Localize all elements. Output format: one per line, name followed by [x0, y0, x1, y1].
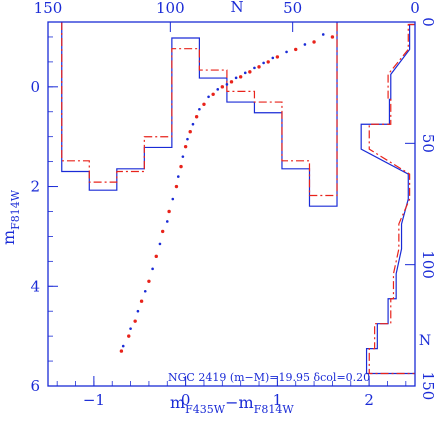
- blue-point: [262, 61, 265, 65]
- x-title-m1: m: [170, 393, 185, 412]
- data-points: [119, 33, 335, 353]
- annotation: NGC 2419 (m−M)=19.95 δcol=0.20: [168, 371, 370, 384]
- blue-point: [181, 155, 185, 158]
- red-point: [294, 47, 298, 52]
- blue-point: [303, 43, 307, 46]
- top-tick-label: 150: [34, 0, 63, 17]
- red-point: [220, 85, 225, 89]
- y-title-sub: F814W: [9, 189, 22, 230]
- blue-point: [158, 242, 162, 246]
- red-point: [248, 70, 252, 74]
- x-tick-label: 0: [181, 391, 191, 409]
- blue-point: [216, 88, 220, 91]
- histograms: [61, 22, 415, 375]
- right-tick-label: 50: [419, 134, 436, 153]
- blue-point: [253, 66, 256, 70]
- red-point: [188, 129, 192, 134]
- top-tick-label: 100: [156, 0, 185, 17]
- blue-point: [171, 197, 175, 201]
- top-tick-label: 0: [410, 0, 420, 17]
- red-point: [127, 334, 131, 338]
- blue-point: [207, 95, 210, 99]
- red-point: [167, 209, 171, 214]
- x-tick-label: 2: [364, 391, 374, 409]
- color-histogram: [61, 22, 338, 207]
- blue-point: [121, 344, 125, 348]
- right-axis-label: N: [419, 333, 431, 349]
- red-point: [275, 55, 280, 59]
- svg-text:mF435W−mF814W: mF435W−mF814W: [170, 393, 294, 416]
- right-tick-label: 100: [419, 250, 436, 279]
- red-point: [160, 229, 165, 234]
- red-point: [179, 164, 183, 169]
- red-point: [194, 115, 199, 119]
- red-point: [211, 92, 215, 97]
- x-tick-label: 1: [273, 391, 283, 409]
- plot-frame: [47, 21, 416, 387]
- red-point: [154, 254, 158, 259]
- blue-point: [234, 76, 238, 80]
- blue-point: [198, 107, 201, 111]
- magnitude-histogram: [368, 23, 415, 375]
- red-point: [238, 75, 243, 79]
- blue-point: [271, 56, 275, 60]
- right-tick-label: 0: [419, 17, 436, 27]
- red-point: [257, 65, 261, 69]
- y-title-m: m: [0, 230, 18, 245]
- blue-point: [321, 33, 325, 36]
- red-point: [174, 184, 179, 189]
- svg-text:mF814W: mF814W: [0, 189, 22, 245]
- blue-point: [176, 175, 180, 178]
- y-axis-title: mF814W: [0, 189, 22, 245]
- blue-point: [243, 71, 247, 75]
- blue-point: [225, 83, 229, 86]
- x-title-m2: m: [239, 393, 254, 412]
- blue-point: [285, 50, 288, 54]
- top-axis-label: N: [230, 0, 243, 16]
- x-title-sub1: F435W: [185, 403, 226, 416]
- x-title-sub2: F814W: [254, 403, 295, 416]
- blue-point: [129, 327, 132, 330]
- blue-point: [151, 267, 154, 271]
- axes: [47, 21, 416, 387]
- red-point: [312, 40, 316, 44]
- top-tick-label: 50: [283, 0, 302, 17]
- right-tick-label: 150: [419, 372, 436, 401]
- blue-point: [186, 137, 189, 141]
- red-point: [229, 80, 234, 84]
- magnitude-histogram: [360, 23, 415, 375]
- red-point: [330, 35, 335, 39]
- red-point: [119, 349, 124, 353]
- red-point: [139, 299, 144, 303]
- y-tick-label: 2: [30, 178, 40, 196]
- blue-point: [143, 289, 147, 293]
- blue-point: [165, 220, 169, 223]
- red-point: [202, 102, 206, 106]
- red-point: [266, 60, 270, 64]
- blue-point: [136, 309, 140, 313]
- x-title-dash: −: [225, 393, 238, 412]
- x-axis-title: mF435W−mF814W: [170, 393, 294, 416]
- red-point: [133, 319, 137, 323]
- y-tick-label: 0: [30, 78, 40, 96]
- y-tick-label: 4: [30, 277, 40, 295]
- blue-point: [191, 122, 195, 126]
- red-point: [183, 144, 188, 149]
- x-tick-label: −1: [83, 391, 105, 409]
- red-point: [147, 279, 151, 283]
- y-tick-label: 6: [30, 377, 40, 395]
